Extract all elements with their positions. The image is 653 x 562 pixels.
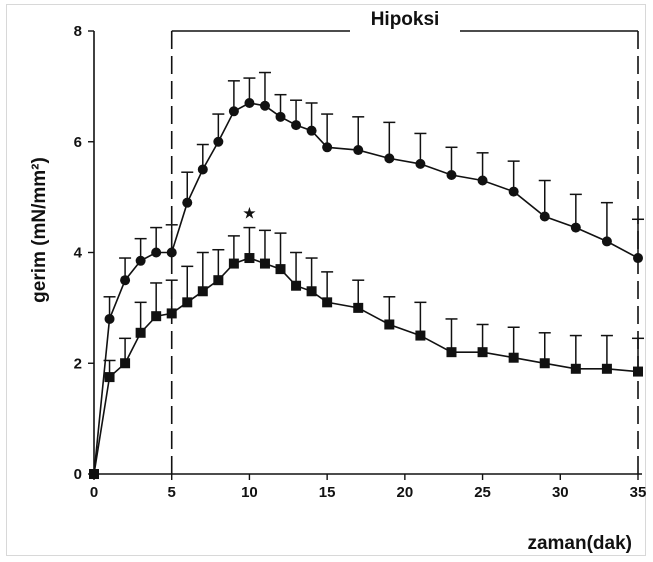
series-line [93,257,639,475]
data-point [275,264,286,275]
y-tick-label: 6 [74,134,82,151]
data-point [570,363,581,374]
x-tick-label: 30 [552,484,569,501]
series-square [89,226,644,479]
y-tick-label: 2 [74,355,82,372]
data-point [477,347,488,358]
x-tick-label: 0 [90,484,98,501]
hypoxia-label: Hipoksi [371,9,440,30]
data-point [228,106,239,117]
x-axis-label: zaman(dak) [527,533,632,554]
data-point [197,286,208,297]
x-tick-label: 25 [474,484,491,501]
data-point [166,308,177,319]
series-line [93,102,639,475]
data-point [539,358,550,369]
data-point [213,136,224,147]
data-point [415,330,426,341]
significance-star: ★ [242,204,256,223]
data-point [89,469,99,479]
data-point [446,347,457,358]
data-point [477,175,488,186]
data-point [291,280,302,291]
data-point [182,197,193,208]
data-point [384,153,395,164]
hypoxia-bracket [170,22,639,474]
data-point [151,247,162,258]
data-point [384,319,395,330]
y-axis-label: gerim (mN/mm²) [29,157,50,303]
data-point [322,142,333,153]
data-point [135,327,146,338]
data-point [508,352,519,363]
x-tick-label: 5 [168,484,176,501]
data-point [259,258,270,269]
data-point [104,313,115,324]
data-point [166,247,177,258]
series-layer [89,71,644,479]
x-tick-label: 20 [397,484,414,501]
data-point [601,236,612,247]
data-point [633,253,643,264]
data-point [120,358,131,369]
y-tick-label: 4 [74,245,83,262]
hypoxia-label-gap [350,22,460,38]
data-point [306,125,317,136]
axes: 0 2 4 6 8 0 5 10 15 20 25 30 35 [74,23,647,501]
data-point [415,158,426,169]
data-point [151,311,162,322]
data-point [601,363,612,374]
data-point [197,164,208,175]
data-point [244,253,255,264]
data-point [570,222,581,233]
data-point [539,211,550,222]
chart-frame [6,4,646,556]
data-point [306,286,317,297]
data-point [275,111,286,122]
data-point [120,275,131,286]
x-tick-label: 15 [319,484,336,501]
x-tick-label: 10 [241,484,258,501]
data-point [633,366,643,377]
data-point [228,258,239,269]
y-tick-label: 8 [74,23,82,40]
data-point [104,372,115,383]
data-point [213,275,224,286]
data-point [135,255,146,266]
x-tick-label: 35 [630,484,647,501]
data-point [259,100,270,111]
y-tick-label: 0 [74,466,82,483]
data-point [322,297,333,308]
data-point [244,97,255,108]
data-point [291,120,302,131]
data-point [446,169,457,180]
data-point [353,302,364,313]
series-circle [89,71,644,479]
data-point [182,297,193,308]
data-point [353,145,364,156]
data-point [508,186,519,197]
